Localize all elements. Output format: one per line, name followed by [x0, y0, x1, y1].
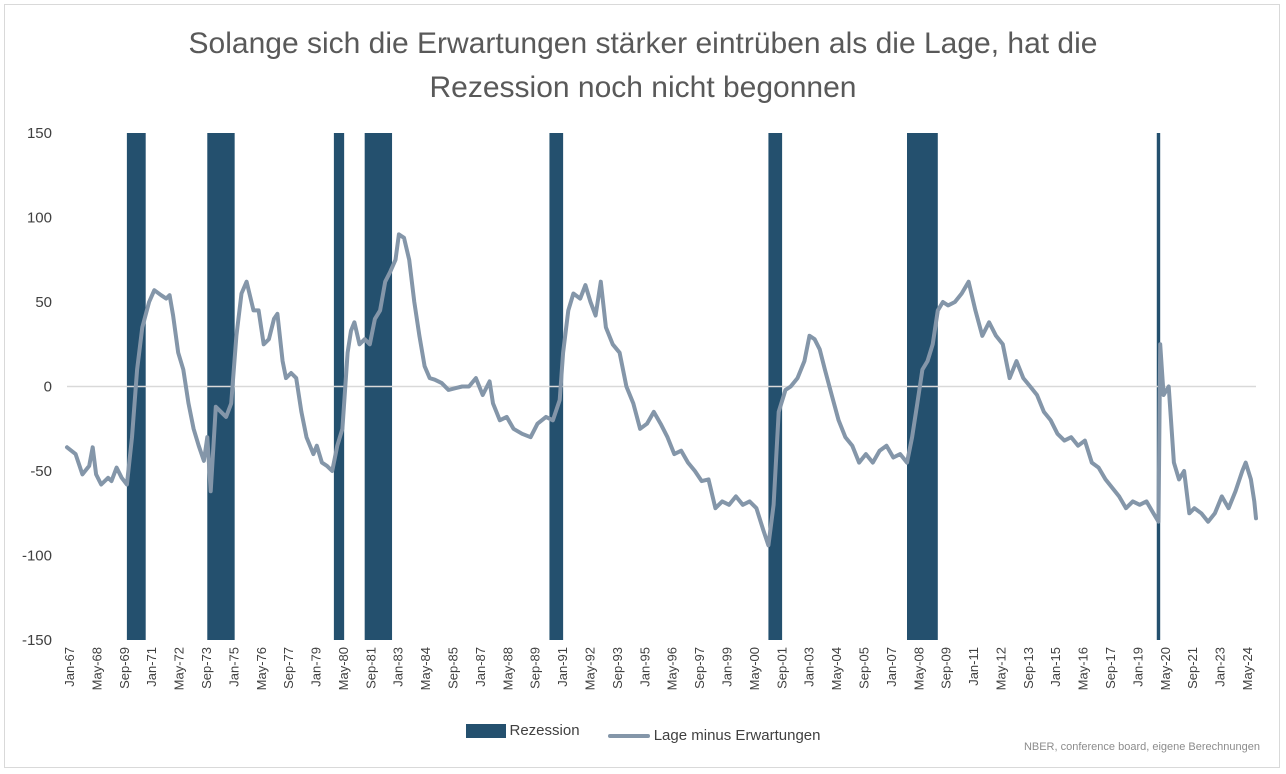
x-tick-label: May-88: [500, 647, 515, 690]
x-tick-label: Jan-99: [719, 647, 734, 687]
legend-swatch-line: [607, 733, 650, 738]
x-tick-label: Jan-19: [1130, 647, 1145, 687]
legend-item-recession: Rezession: [465, 722, 580, 739]
x-tick-label: Jan-03: [802, 647, 817, 687]
y-tick-label: 100: [27, 210, 52, 227]
x-tick-label: May-24: [1240, 647, 1255, 690]
x-tick-label: May-16: [1076, 647, 1091, 690]
chart-title-line-2: Rezession noch nicht begonnen: [429, 71, 857, 104]
legend-swatch-recession: [465, 723, 506, 738]
legend: Rezession Lage minus Erwartungen: [0, 722, 1286, 744]
y-tick-label: 50: [35, 294, 52, 311]
x-tick-label: May-80: [336, 647, 351, 690]
x-tick-label: May-12: [993, 647, 1008, 690]
y-tick-label: -50: [30, 463, 52, 480]
source-note: NBER, conference board, eigene Berechnun…: [1023, 741, 1260, 753]
x-tick-label: May-72: [172, 647, 187, 690]
x-tick-label: Sep-85: [446, 647, 461, 689]
x-tick-label: Jan-83: [391, 647, 406, 687]
y-tick-label: 150: [27, 125, 52, 142]
y-tick-label: -100: [22, 548, 52, 565]
x-tick-label: Jan-87: [473, 647, 488, 687]
x-tick-label: Sep-81: [363, 647, 378, 689]
x-tick-label: Sep-13: [1021, 647, 1036, 689]
x-tick-label: May-76: [254, 647, 269, 690]
legend-label-recession: Rezession: [509, 722, 580, 739]
x-tick-label: May-96: [665, 647, 680, 690]
y-tick-label: -150: [22, 632, 52, 649]
x-tick-label: May-04: [829, 647, 844, 690]
x-tick-label: Jan-07: [884, 647, 899, 687]
x-tick-label: Jan-15: [1048, 647, 1063, 687]
series-line-lage-minus-erwartungen: [65, 232, 1258, 548]
x-tick-label: Sep-93: [610, 647, 625, 689]
chart-title: Solange sich die Erwartungen stärker ein…: [0, 22, 1286, 110]
legend-label-line: Lage minus Erwartungen: [653, 727, 821, 744]
x-tick-label: Sep-97: [692, 647, 707, 689]
x-tick-label: Sep-73: [199, 647, 214, 689]
x-tick-label: May-68: [89, 647, 104, 690]
x-tick-label: Sep-05: [856, 647, 871, 689]
x-tick-label: Jan-79: [309, 647, 324, 687]
x-tick-label: Jan-91: [555, 647, 570, 687]
x-tick-label: Jan-71: [144, 647, 159, 687]
y-axis: 150 100 50 0 -50 -100 -150: [22, 125, 52, 649]
x-tick-label: May-00: [747, 647, 762, 690]
x-tick-label: May-20: [1158, 647, 1173, 690]
x-tick-label: Sep-21: [1185, 647, 1200, 689]
x-tick-label: May-84: [418, 647, 433, 690]
x-axis: Jan-67 May-68 Sep-69 Jan-71 May-72 Sep-73 Jan-…: [62, 647, 1255, 690]
x-tick-label: May-08: [911, 647, 926, 690]
x-tick-label: Sep-89: [528, 647, 543, 689]
y-tick-label: 0: [44, 379, 52, 396]
x-tick-label: Sep-17: [1103, 647, 1118, 689]
x-tick-label: Sep-01: [774, 647, 789, 689]
x-tick-label: Jan-75: [226, 647, 241, 687]
x-tick-label: Sep-69: [117, 647, 132, 689]
legend-item-line: Lage minus Erwartungen: [607, 727, 821, 744]
x-tick-label: May-92: [583, 647, 598, 690]
x-tick-label: Sep-09: [939, 647, 954, 689]
chart-title-line-1: Solange sich die Erwartungen stärker ein…: [188, 27, 1098, 60]
x-tick-label: Jan-23: [1213, 647, 1228, 687]
x-tick-label: Jan-67: [62, 647, 77, 687]
x-tick-label: Jan-11: [966, 647, 981, 686]
x-tick-label: Jan-95: [637, 647, 652, 687]
x-tick-label: Sep-77: [281, 647, 296, 689]
chart-frame: [4, 4, 1280, 768]
